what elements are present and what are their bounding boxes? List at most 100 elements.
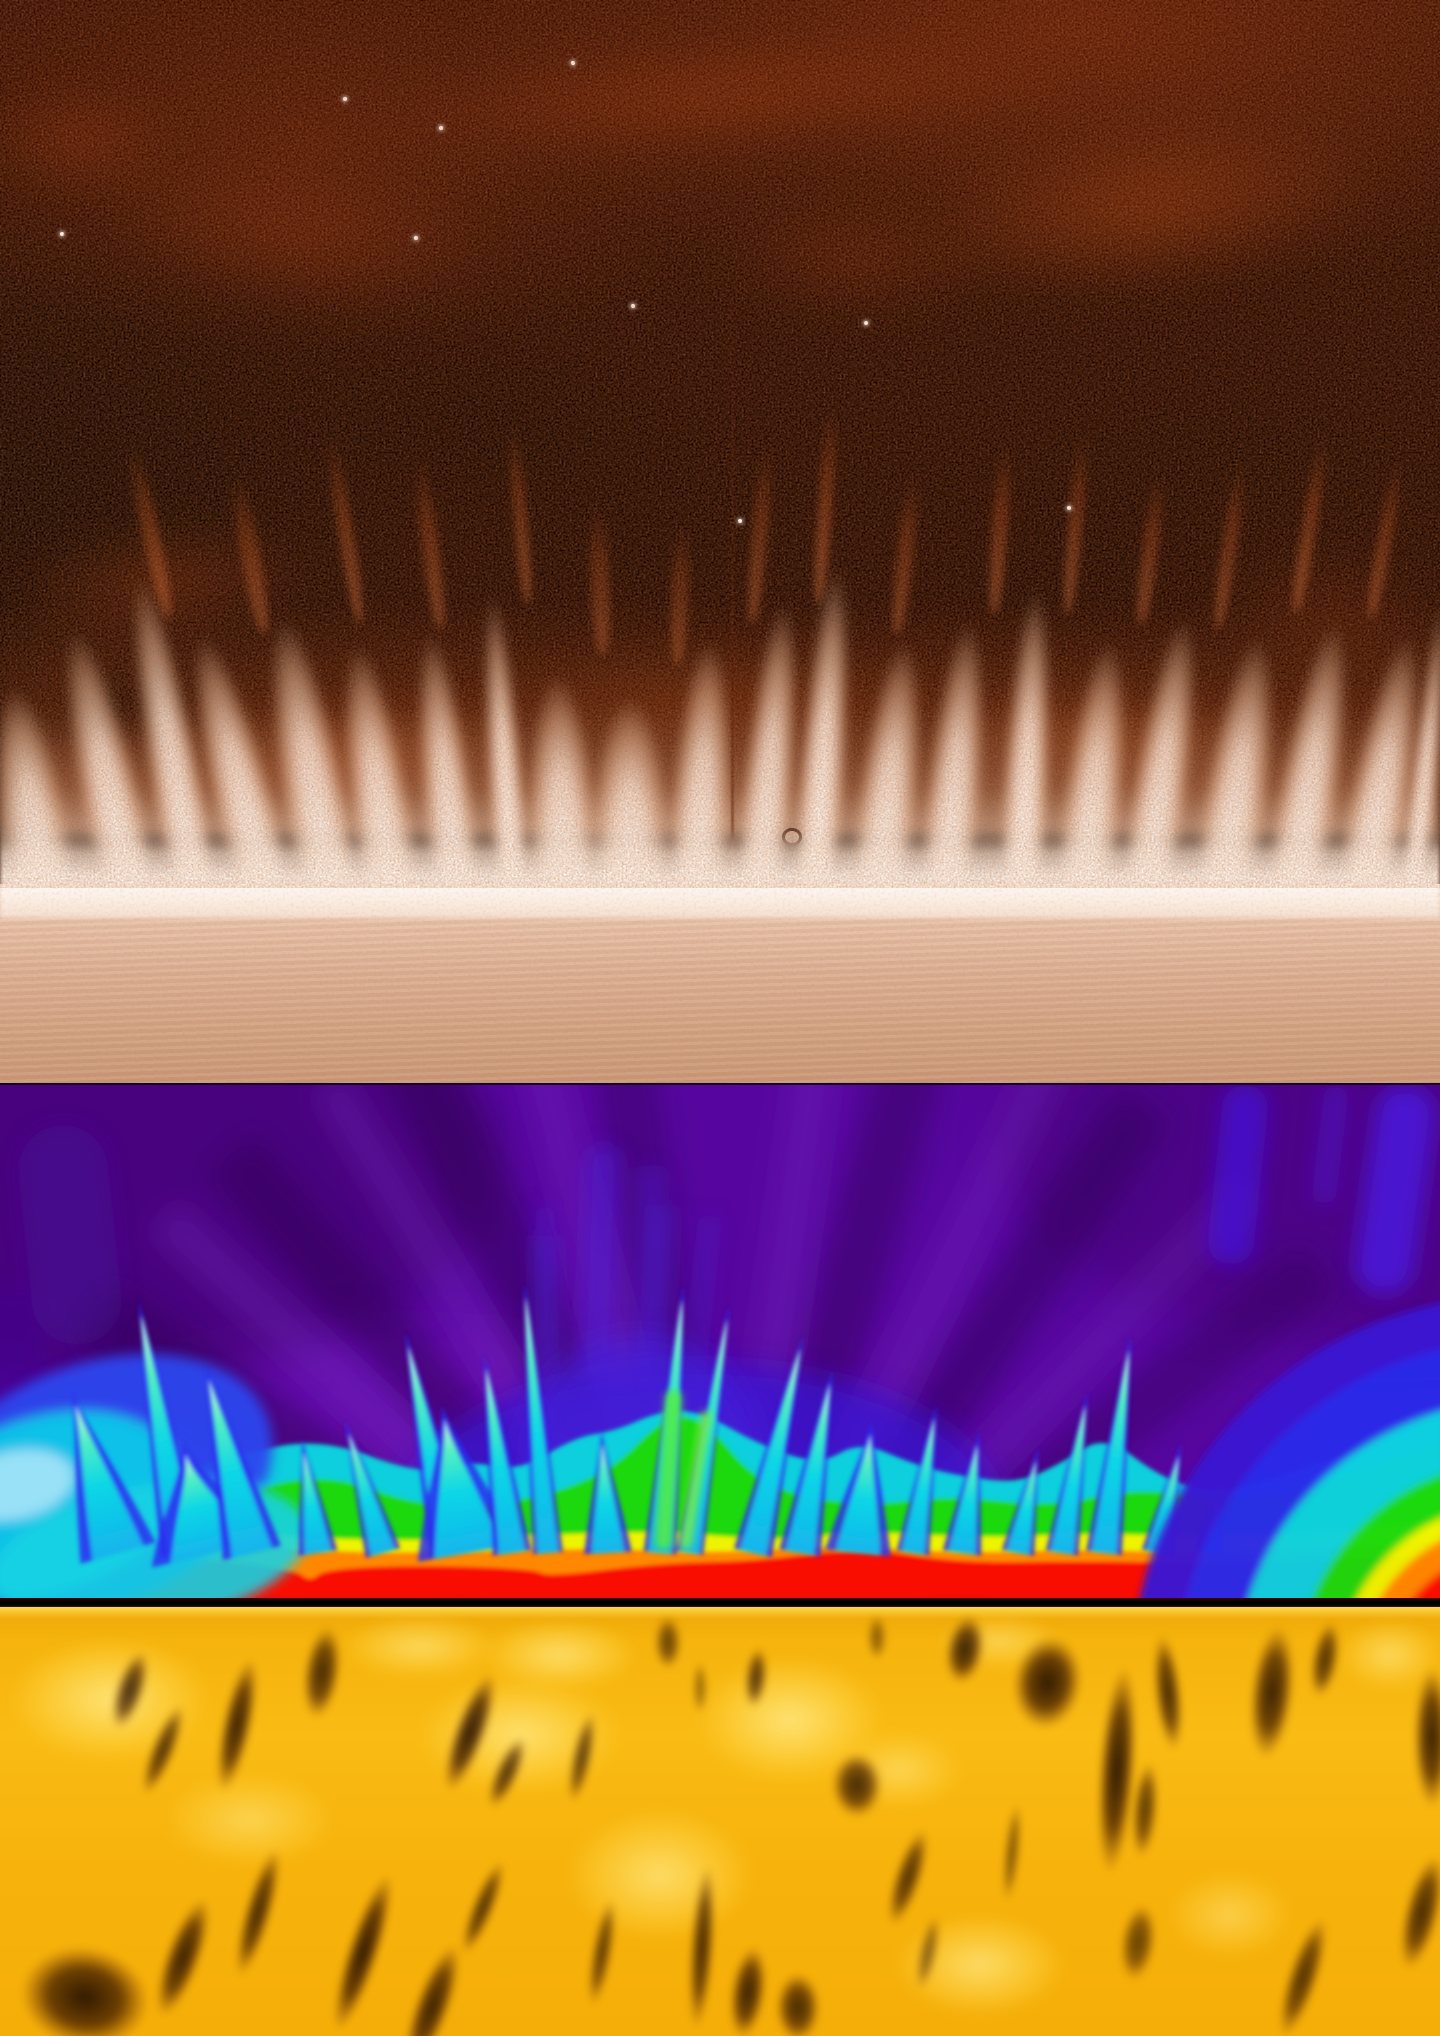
soft xyxy=(0,621,268,789)
glow xyxy=(390,1660,650,1810)
sim-spike-rim xyxy=(524,1284,563,1555)
glow xyxy=(320,1607,520,1687)
wisp xyxy=(1210,454,1250,631)
sim-spike xyxy=(902,1418,935,1555)
glow xyxy=(820,1720,980,1820)
glow xyxy=(670,1640,910,1800)
sim-blue-band xyxy=(579,1145,621,1385)
soft xyxy=(225,0,1215,214)
soft xyxy=(817,46,1440,364)
wisp xyxy=(986,439,1014,616)
soft xyxy=(630,158,1070,362)
speck xyxy=(1067,506,1071,510)
glow xyxy=(540,1790,780,1960)
soft xyxy=(95,662,625,848)
simulation-rendering xyxy=(0,1085,1440,1600)
soft xyxy=(0,60,220,220)
wisp xyxy=(123,440,177,620)
sim-spike-rim xyxy=(1045,1392,1088,1556)
sim-spike xyxy=(486,1368,525,1555)
speck xyxy=(60,232,64,236)
fibril xyxy=(866,1610,888,1665)
swoosh-arc xyxy=(1411,1572,1440,1600)
fibril xyxy=(292,1612,352,1733)
sim-spike xyxy=(836,1434,880,1556)
green-columns xyxy=(654,1390,713,1550)
spicule-spikes xyxy=(71,1284,1224,1568)
sim-spike xyxy=(1092,1350,1129,1555)
glow xyxy=(920,1607,1080,1677)
fibril xyxy=(1110,1892,1166,1993)
panel-halpha-fibrils xyxy=(0,1607,1440,2036)
sim-spike xyxy=(434,1419,502,1559)
fibril xyxy=(1085,1638,1149,1902)
sim-spike xyxy=(208,1379,272,1558)
fibril-elements xyxy=(0,1607,1440,2036)
glow xyxy=(460,1610,660,1700)
sim-left-plume xyxy=(0,1449,75,1521)
soft xyxy=(360,620,1080,790)
soft xyxy=(366,430,914,640)
fibril xyxy=(996,1619,1098,1746)
sim-spike xyxy=(949,1445,978,1555)
sim-blue-band xyxy=(1207,1085,1269,1265)
soft xyxy=(835,642,1365,838)
glow xyxy=(1325,1610,1440,1700)
fibril xyxy=(934,1607,996,1696)
speck xyxy=(738,519,742,523)
fibril xyxy=(1144,1618,1192,1767)
wisp xyxy=(669,519,691,666)
fibril xyxy=(1261,1898,1345,2036)
soft xyxy=(860,490,1240,660)
fibril xyxy=(873,1813,943,1942)
sim-spike xyxy=(786,1383,830,1556)
wisp xyxy=(411,454,449,631)
fibril xyxy=(0,1922,175,2036)
wisp xyxy=(588,499,612,656)
sim-spike xyxy=(1007,1460,1036,1556)
fibril xyxy=(1124,1748,1166,1872)
sim-spike xyxy=(75,1404,143,1561)
sim-blue-band xyxy=(1354,1085,1436,1295)
fibril xyxy=(127,1689,199,1811)
fibril xyxy=(447,1844,519,1971)
panel-limb-observation xyxy=(0,0,1440,1083)
wisp xyxy=(322,430,368,625)
sim-spike xyxy=(348,1433,395,1557)
soft xyxy=(10,91,590,369)
wisp xyxy=(505,419,535,606)
wisp xyxy=(1363,455,1407,620)
fibril xyxy=(996,1789,1028,1916)
fibril xyxy=(201,1638,273,1812)
sim-spike xyxy=(303,1451,331,1555)
sim-layer-red xyxy=(0,1550,1440,1600)
soft xyxy=(111,265,849,585)
wisp xyxy=(811,399,839,606)
wisp xyxy=(744,439,776,626)
speck xyxy=(864,321,868,325)
sim-spike-rim xyxy=(733,1335,804,1558)
fibril xyxy=(719,1932,777,2036)
wisp xyxy=(1133,469,1167,626)
sim-spike xyxy=(592,1444,624,1554)
fibril xyxy=(692,1655,708,1720)
sim-blue-band xyxy=(1312,1085,1348,1205)
fibril xyxy=(98,1637,162,1743)
sim-ray xyxy=(705,1174,1263,1600)
wisp xyxy=(226,469,274,636)
fibril xyxy=(425,1653,515,1812)
soft xyxy=(877,308,1440,642)
swoosh-arc xyxy=(1378,1540,1440,1600)
fibril xyxy=(680,1844,724,2036)
fibril xyxy=(1300,1609,1350,1710)
glow xyxy=(0,1620,240,1780)
glow xyxy=(140,1760,360,1880)
fibril xyxy=(652,1610,684,1675)
speck xyxy=(631,304,635,308)
fibril xyxy=(384,1922,480,2036)
speck xyxy=(414,236,418,240)
sim-spike xyxy=(525,1297,558,1554)
fibril xyxy=(739,1638,773,1717)
fibril xyxy=(1237,1607,1307,1778)
speck xyxy=(343,97,347,101)
